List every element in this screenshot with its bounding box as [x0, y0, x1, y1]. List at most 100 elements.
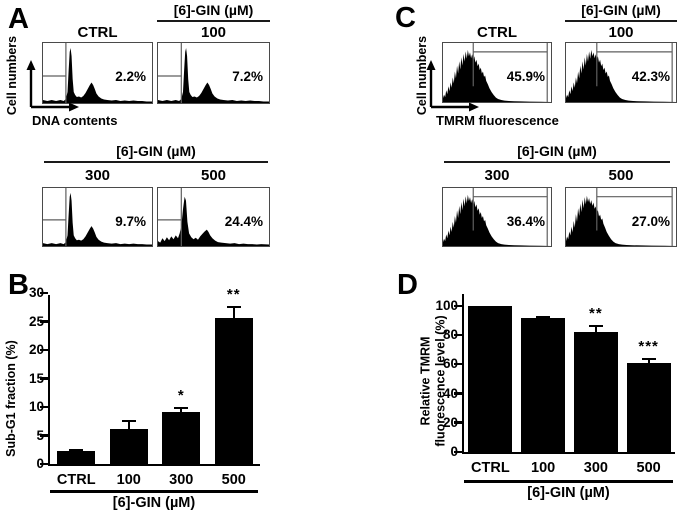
gate-percent: 9.7% — [115, 213, 146, 229]
y-tick-label: 25 — [28, 313, 44, 329]
significance-label: *** — [638, 337, 659, 355]
bar-300 — [573, 332, 618, 452]
histogram-curve — [43, 188, 152, 246]
x-tick-label: 500 — [636, 460, 661, 476]
error-bar-cap — [174, 407, 189, 409]
y-tick-mark — [40, 348, 48, 351]
error-bar-cap — [641, 357, 656, 360]
bar-ctrl — [57, 450, 96, 464]
y-tick-label: 0 — [36, 456, 44, 471]
y-tick-mark — [454, 421, 462, 424]
y-tick-label: 15 — [28, 370, 44, 386]
x-tick-label: 100 — [116, 472, 141, 488]
panel-letter-d: D — [397, 269, 418, 301]
group-label: [6]-GIN (µM) — [444, 143, 670, 163]
bar-ctrl — [468, 306, 513, 452]
group-label: [6]-GIN (µM) — [565, 2, 677, 22]
plot-area: 0 5 10 15 20 25 30 CTRL 100 * 300 ** 500 — [29, 285, 260, 488]
x-axis-label: TMRM fluorescence — [436, 113, 559, 128]
gate-percent: 36.4% — [506, 213, 545, 229]
condition-label: 300 — [484, 167, 510, 184]
x-tick-label: CTRL — [471, 460, 510, 476]
histogram-curve — [158, 188, 269, 246]
y-tick-label: 30 — [28, 285, 44, 300]
condition-label: 500 — [608, 167, 634, 184]
bar-500 — [214, 318, 253, 464]
histogram-a-500: 24.4% — [157, 187, 270, 247]
histogram-c-300: 36.4% — [442, 187, 552, 247]
histogram-curve — [443, 43, 551, 102]
error-bar-cap — [536, 316, 551, 319]
y-tick-label: 80 — [442, 327, 458, 343]
panel-letter-b: B — [8, 269, 29, 301]
y-tick-label: 100 — [435, 298, 458, 313]
gate-percent: 7.2% — [232, 69, 263, 85]
bar-100 — [521, 317, 566, 452]
histogram-curve — [566, 188, 676, 246]
error-bar — [594, 324, 597, 335]
condition-label: CTRL — [477, 24, 517, 41]
x-axis-label: DNA contents — [32, 113, 118, 128]
gate-percent: 45.9% — [506, 68, 545, 84]
x-tick-label: CTRL — [56, 472, 96, 488]
x-group-line — [50, 490, 258, 493]
significance-label: ** — [589, 304, 603, 322]
bar-100 — [109, 429, 148, 464]
subg1-bar-chart: Sub-G1 fraction (%) 0 5 10 15 20 25 30 CTRL 100 *… — [0, 268, 340, 515]
y-tick-label: 5 — [36, 427, 44, 443]
condition-label: 500 — [200, 167, 227, 184]
x-tick-label: 300 — [583, 460, 608, 476]
x-axis-label: [6]-GIN (µM) — [112, 495, 196, 511]
y-tick-mark — [40, 434, 48, 437]
histogram-curve — [43, 43, 152, 103]
axes-arrows-icon — [26, 60, 79, 112]
y-tick-mark — [40, 377, 48, 380]
histogram-a-300: 9.7% — [42, 187, 153, 247]
y-tick-label: 20 — [442, 414, 458, 430]
x-group-line — [464, 480, 673, 483]
group-label: [6]-GIN (µM) — [157, 2, 270, 22]
y-tick-label: 20 — [28, 342, 44, 357]
y-tick-mark — [40, 320, 48, 323]
condition-label: 300 — [84, 167, 111, 184]
y-tick-mark — [40, 291, 48, 294]
axes-arrows-icon — [426, 60, 479, 112]
gate-percent: 27.0% — [631, 213, 670, 229]
significance-label: ** — [226, 286, 241, 304]
x-tick-label: 500 — [221, 472, 246, 488]
histogram-curve — [158, 43, 269, 103]
panel-letter-a: A — [8, 3, 29, 35]
error-bar-cap — [69, 449, 84, 452]
y-tick-label: 0 — [450, 444, 458, 459]
histogram-a-100: 7.2% — [157, 42, 270, 104]
y-axis-label: Relative TMRM fluorescence level (%) — [419, 315, 448, 447]
gate-percent: 2.2% — [115, 69, 146, 85]
significance-label: * — [177, 387, 185, 404]
x-tick-label: 100 — [531, 460, 556, 476]
gate-percent: 42.3% — [631, 68, 670, 84]
tmrm-bar-chart: Relative TMRM fluorescence level (%) 0 20 4… — [340, 268, 685, 515]
histogram-c-ctrl: 45.9% — [442, 42, 552, 103]
x-axis-label: [6]-GIN (µM) — [527, 485, 610, 501]
error-bar — [647, 357, 650, 365]
error-bar — [180, 407, 183, 414]
y-tick-mark — [454, 450, 462, 453]
error-bar-cap — [121, 419, 136, 422]
histogram-a-ctrl: 2.2% — [42, 42, 153, 104]
error-bar — [127, 419, 130, 432]
error-bar-cap — [588, 324, 603, 327]
y-tick-mark — [454, 362, 462, 366]
error-bar-cap — [226, 306, 241, 309]
y-tick-mark — [40, 462, 48, 465]
y-tick-mark — [454, 392, 462, 395]
bar-500 — [626, 362, 671, 452]
y-tick-label: 10 — [28, 399, 44, 414]
y-tick-label: 40 — [442, 385, 458, 401]
y-tick-mark — [454, 304, 462, 307]
panel-a: A CTRL [6]-GIN (µM) 100 2.2% 7.2% Cell n… — [0, 0, 340, 268]
histogram-c-100: 42.3% — [565, 42, 677, 103]
panel-d: D Relative TMRM fluorescence level (%) 0 2… — [340, 268, 685, 515]
x-tick-label: 300 — [169, 472, 194, 488]
panel-c: C CTRL [6]-GIN (µM) 100 45.9% 42.3% Cell… — [340, 0, 685, 268]
